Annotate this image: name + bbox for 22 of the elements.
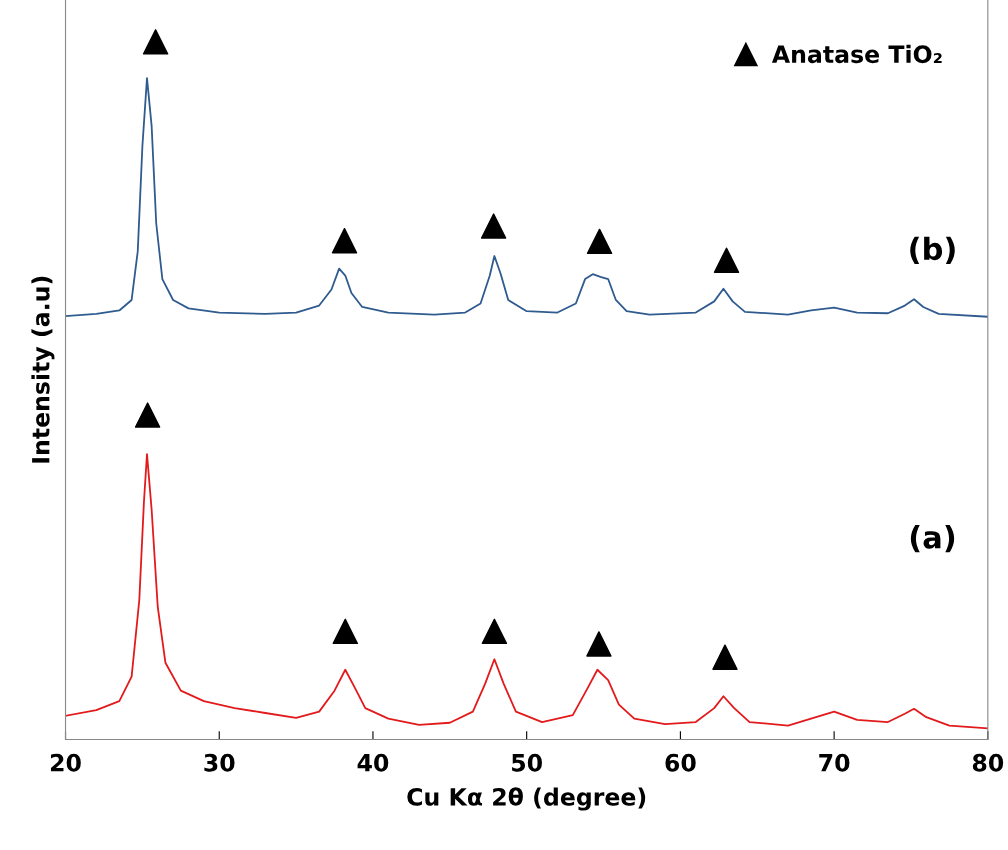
- x-tick-label: 40: [357, 753, 389, 772]
- point: [332, 618, 359, 645]
- x-tick-label: 50: [512, 753, 542, 772]
- x-tick-label: 30: [204, 753, 235, 772]
- point: [713, 247, 740, 273]
- point: [481, 618, 508, 645]
- x-axis-title: Cu Kα 2θ (degree): [407, 787, 646, 811]
- y-axis-title: Intensity (a.u): [31, 276, 55, 463]
- point: [586, 228, 613, 255]
- annotation: (a): [910, 525, 955, 553]
- point: [142, 29, 169, 55]
- point: [480, 213, 507, 239]
- x-tick-label: 20: [50, 753, 81, 772]
- x-tick-label: 70: [819, 753, 850, 772]
- x-tick-label: 80: [972, 753, 1004, 772]
- point: [712, 644, 738, 670]
- x-tick-label: 60: [665, 753, 696, 772]
- legend-label: Anatase TiO₂: [771, 44, 942, 64]
- annotation: (b): [910, 236, 955, 264]
- point: [586, 631, 612, 657]
- point: [134, 402, 161, 428]
- point: [331, 227, 358, 254]
